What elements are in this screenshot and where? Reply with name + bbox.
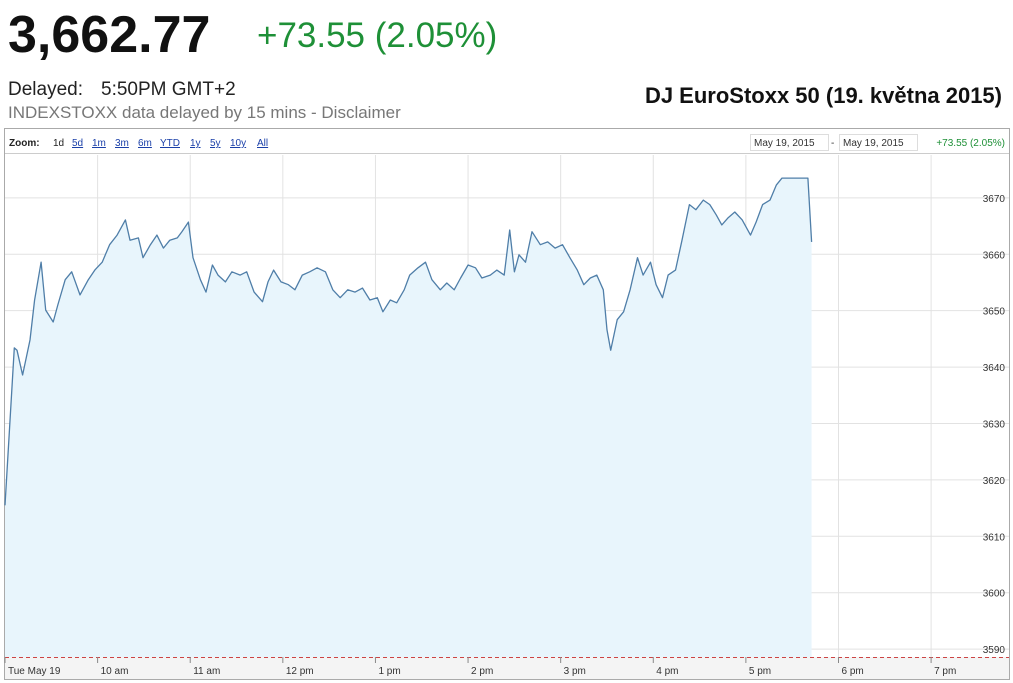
x-tick-label: 6 pm [841, 666, 863, 677]
x-tick-label: 7 pm [934, 666, 956, 677]
zoom-option[interactable]: All [257, 138, 268, 149]
y-tick-label: 3660 [983, 250, 1006, 261]
x-tick-label: 11 am [193, 666, 220, 677]
x-tick-label: 2 pm [471, 666, 493, 677]
area [5, 178, 812, 657]
zoom-option[interactable]: 10y [230, 138, 246, 149]
delayed-time: 5:50PM GMT+2 [101, 79, 236, 100]
delayed-label: Delayed: [8, 79, 83, 100]
zoom-option[interactable]: 3m [115, 138, 129, 149]
x-tick-label: 4 pm [656, 666, 678, 677]
range-separator: - [831, 138, 834, 149]
x-tick-label: 12 pm [286, 666, 314, 677]
zoom-option[interactable]: YTD [160, 138, 180, 149]
zoom-option[interactable]: 1y [190, 138, 201, 149]
range-end[interactable]: May 19, 2015 [843, 138, 904, 149]
change: +73.55 (2.05%) [257, 16, 497, 55]
chart-title: DJ EuroStoxx 50 (19. května 2015) [645, 83, 1002, 108]
y-tick-label: 3590 [983, 645, 1006, 656]
range-change: +73.55 (2.05%) [936, 138, 1005, 149]
x-tick-label: Tue May 19 [8, 666, 61, 677]
source-note: INDEXSTOXX data delayed by 15 mins - Dis… [8, 103, 401, 122]
y-tick-label: 3630 [983, 419, 1006, 430]
line [4, 177, 813, 506]
x-axis-strip [5, 657, 1009, 679]
y-tick-label: 3610 [983, 532, 1006, 543]
x-tick-label: 10 am [101, 666, 129, 677]
x-tick-label: 3 pm [564, 666, 586, 677]
y-tick-label: 3620 [983, 476, 1006, 487]
date-box[interactable] [839, 134, 918, 151]
y-tick-label: 3650 [983, 307, 1006, 318]
zoom-option[interactable]: 1m [92, 138, 106, 149]
x-tick-label: 5 pm [749, 666, 771, 677]
date-box[interactable] [750, 134, 829, 151]
y-tick-label: 3600 [983, 589, 1006, 600]
price: 3,662.77 [8, 6, 210, 64]
range-start[interactable]: May 19, 2015 [754, 138, 815, 149]
zoom-label: Zoom: [9, 138, 40, 149]
zoom-option[interactable]: 6m [138, 138, 152, 149]
zoom-option[interactable]: 1d [53, 138, 64, 149]
x-tick-label: 1 pm [378, 666, 400, 677]
zoom-option[interactable]: 5y [210, 138, 221, 149]
y-tick-label: 3640 [983, 363, 1006, 374]
y-tick-label: 3670 [983, 194, 1006, 205]
zoom-option[interactable]: 5d [72, 138, 83, 149]
